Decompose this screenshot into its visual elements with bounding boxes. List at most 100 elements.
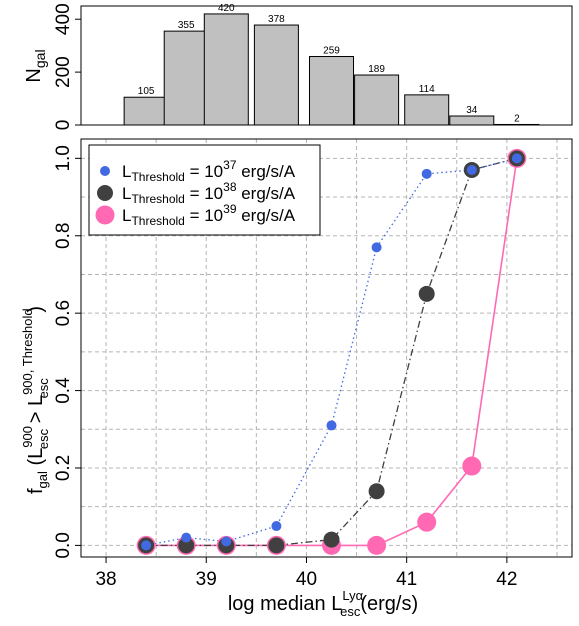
series-0-point	[141, 540, 152, 551]
y-axis-title-f: f	[25, 488, 47, 494]
histogram-bar	[309, 56, 355, 126]
legend-entry-1-eq: = 10	[185, 184, 223, 203]
legend-entry-0-eq: = 10	[185, 162, 223, 181]
histogram-panel: 105 355 420 378 259 189 114 34 2 0 200 400 Ngal	[23, 3, 573, 130]
y-tick-label: 0.6	[53, 300, 74, 326]
histogram-bar-label: 420	[218, 3, 235, 14]
legend-box	[88, 144, 321, 236]
histogram-bar-label: 355	[178, 20, 195, 31]
legend-entry-2-eq: = 10	[185, 206, 223, 225]
x-axis-title-prefix: log median L	[228, 593, 343, 615]
y-axis-title-sub2: esc	[36, 378, 51, 399]
histogram-bar	[253, 24, 299, 126]
histogram-bar-label: 2	[514, 113, 520, 124]
series-2-point	[462, 456, 482, 476]
x-tick-label: 41	[396, 569, 417, 590]
histogram-bar-label: 34	[466, 105, 478, 116]
line-panel: 38 39 40 41 42 0.0 0.2 0.4 0.6 0.8 1.0 log median…	[20, 138, 573, 619]
histogram-bar	[354, 74, 400, 126]
x-axis-title-suffix: (erg/s)	[360, 593, 418, 615]
histogram-y-label-main: N	[23, 68, 45, 82]
x-tick-label: 42	[496, 569, 517, 590]
legend-marker-1	[97, 185, 113, 201]
histogram-bar	[203, 13, 249, 126]
y-axis-title-sup1: 900	[20, 426, 35, 448]
line-frame	[80, 138, 573, 558]
y-axis-title-gt: > L	[25, 395, 47, 429]
x-tick-label: 38	[95, 569, 116, 590]
legend: LThreshold = 1037 erg/s/A LThreshold = 1…	[88, 144, 321, 236]
legend-entry-1-main: L	[122, 184, 131, 203]
series-line-1	[146, 157, 518, 547]
legend-entry-1-exp: 38	[223, 180, 237, 194]
y-tick-label: 0.4	[53, 377, 74, 404]
histogram-y-label-sub: gal	[32, 49, 48, 68]
x-axis-title-subscript: esc	[340, 604, 361, 619]
histogram-bar-label: 259	[323, 46, 340, 57]
legend-entry-0-unit: erg/s/A	[237, 162, 296, 181]
y-axis-title-f-sub: gal	[35, 471, 50, 488]
y-axis-title-open: (L	[25, 448, 47, 471]
histogram-y-tick-label: 400	[53, 3, 74, 35]
legend-entry-2: LThreshold = 1039 erg/s/A	[122, 202, 296, 228]
histogram-y-tick-label: 0	[53, 120, 74, 131]
legend-entry-1: LThreshold = 1038 erg/s/A	[122, 180, 296, 206]
x-tick-label: 40	[296, 569, 317, 590]
y-tick-label: 0.8	[53, 223, 74, 249]
series-1-point	[368, 483, 385, 500]
series-1-point	[178, 537, 195, 554]
histogram-bar	[404, 94, 450, 126]
legend-entry-2-exp: 39	[223, 202, 237, 216]
x-axis-title-superscript: Lyα	[342, 588, 363, 603]
series-layer	[136, 148, 527, 555]
histogram-bar	[163, 30, 209, 126]
legend-entry-2-sub: Threshold	[131, 214, 184, 228]
histogram-y-label: Ngal	[23, 49, 48, 82]
x-axis-title: log median LLyα esc(erg/s)	[228, 588, 418, 619]
histogram-bar	[449, 115, 495, 126]
histogram-bar-label: 105	[138, 86, 155, 97]
y-axis: 0.0 0.2 0.4 0.6 0.8 1.0	[53, 145, 81, 559]
y-tick-label: 1.0	[53, 145, 74, 171]
histogram-bar-label: 378	[268, 14, 285, 25]
legend-markers	[95, 166, 115, 225]
x-tick-label: 39	[196, 569, 217, 590]
y-axis-title-sub1: esc	[36, 428, 51, 449]
legend-marker-0	[100, 166, 110, 176]
series-0-point	[326, 420, 337, 431]
series-0-point	[371, 242, 382, 253]
series-1-point	[268, 537, 285, 554]
histogram-y-axis: 0 200 400	[53, 3, 81, 130]
series-0-point	[271, 521, 282, 532]
legend-entry-1-sub: Threshold	[131, 192, 184, 206]
legend-entry-0-main: L	[122, 162, 131, 181]
series-0-point	[421, 168, 432, 179]
y-axis-title-sup2: 900, Threshold	[20, 308, 35, 395]
legend-entry-2-unit: erg/s/A	[237, 206, 296, 225]
legend-entry-1-unit: erg/s/A	[237, 184, 296, 203]
histogram-bars: 105 355 420 378 259 189 114 34 2	[123, 3, 540, 126]
series-2-point	[367, 535, 387, 555]
x-axis: 38 39 40 41 42	[95, 557, 517, 590]
series-0-point	[221, 536, 232, 547]
series-0-point	[466, 164, 477, 175]
y-axis-title-close: )	[25, 306, 47, 318]
legend-entry-0: LThreshold = 1037 erg/s/A	[122, 158, 296, 184]
legend-entry-2-main: L	[122, 206, 131, 225]
series-0-point	[181, 532, 192, 543]
histogram-y-tick-label: 200	[53, 56, 74, 88]
histogram-bar	[494, 123, 540, 126]
legend-entry-0-exp: 37	[223, 158, 237, 172]
histogram-bar-label: 189	[368, 64, 385, 75]
series-2-point	[417, 512, 437, 532]
y-axis-title: fgal (L900esc > L900, Thresholdesc )	[20, 306, 51, 494]
y-tick-label: 0.0	[53, 532, 74, 558]
series-1-point	[418, 285, 435, 302]
legend-marker-2	[95, 205, 115, 225]
histogram-bar	[123, 96, 169, 126]
histogram-bar-label: 114	[419, 84, 435, 95]
y-tick-label: 0.2	[53, 455, 74, 481]
legend-entry-0-sub: Threshold	[131, 170, 184, 184]
series-1-point	[323, 531, 340, 548]
